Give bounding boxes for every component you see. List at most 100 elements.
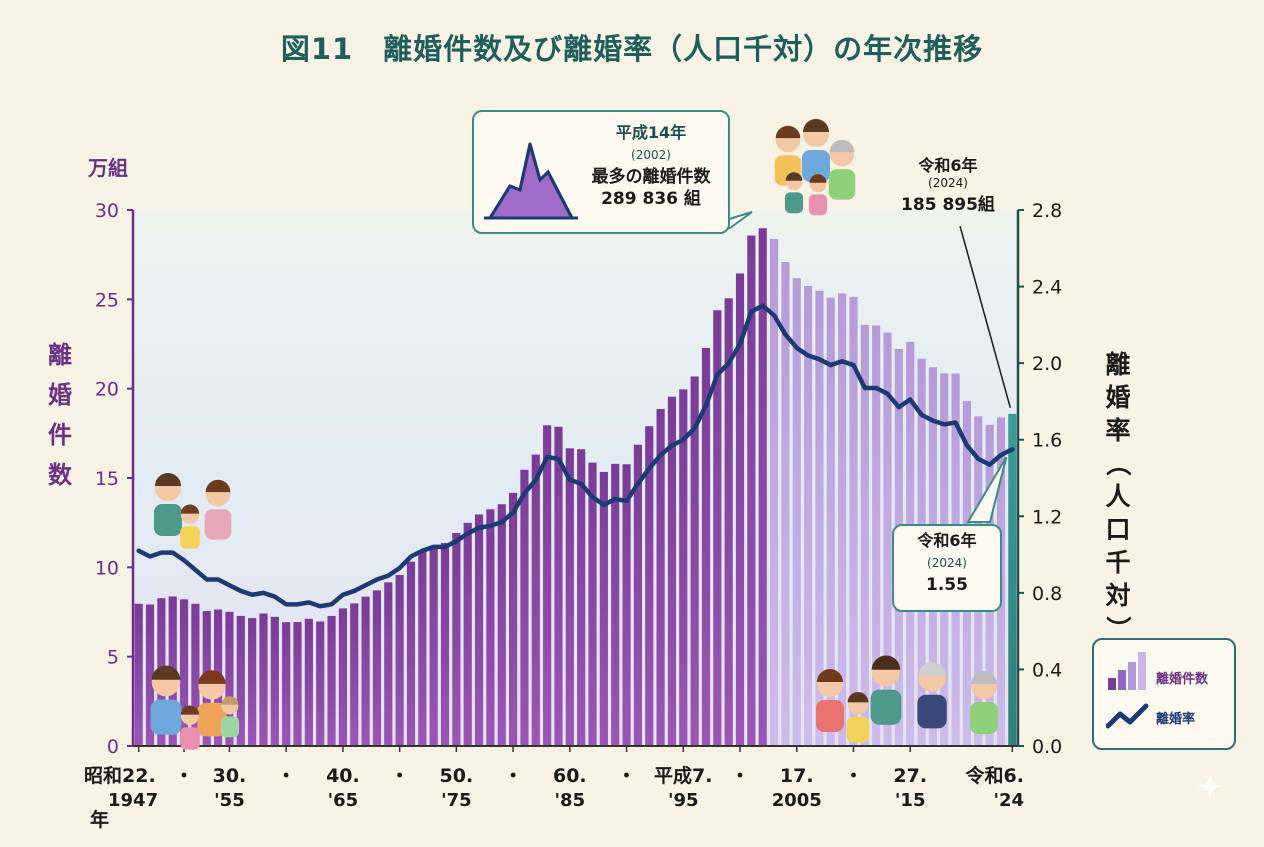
person-woman-icon	[816, 669, 844, 732]
left-axis-label-char: 件	[48, 421, 72, 449]
person-grandmother-icon	[828, 139, 856, 200]
person-father-icon	[802, 119, 830, 182]
right-axis-label-char: 千	[1105, 548, 1131, 577]
bar	[826, 297, 835, 746]
bar	[134, 603, 143, 746]
bar	[645, 426, 654, 746]
bar	[531, 454, 540, 746]
latest-count-note: 令和6年 (2024) 185 895組	[898, 152, 998, 215]
left-tick-label: 15	[95, 468, 119, 490]
left-tick-label: 20	[95, 379, 119, 401]
x-tick-label-top: ・	[390, 765, 409, 787]
bar	[486, 509, 495, 746]
right-axis-label-char: 率	[1105, 416, 1131, 445]
x-tick-label-top: ・	[844, 765, 863, 787]
bar	[474, 514, 484, 746]
bar	[554, 426, 563, 746]
bar	[293, 622, 302, 746]
bar	[838, 293, 847, 746]
x-tick-label-top: ・	[617, 765, 636, 787]
right-tick-label: 0.8	[1032, 583, 1062, 605]
bar	[248, 618, 257, 746]
bar	[497, 504, 506, 746]
right-axis-label-char: 人	[1105, 482, 1131, 511]
bar	[372, 590, 382, 746]
bar	[872, 325, 881, 746]
bar	[384, 582, 393, 746]
bar	[395, 575, 404, 746]
x-tick-label-bottom: '55	[214, 790, 245, 811]
person-mother-icon	[197, 670, 227, 737]
bar	[179, 599, 189, 746]
person-child-icon	[180, 705, 200, 750]
person-elder-man-icon	[917, 662, 947, 729]
bar	[338, 608, 347, 746]
bar	[259, 613, 268, 746]
bar	[860, 324, 869, 746]
bar	[656, 409, 665, 746]
bar	[667, 396, 677, 746]
latest-count-pointer	[959, 225, 1012, 409]
bar	[713, 310, 722, 746]
x-tick-label-bottom: '15	[895, 790, 926, 811]
x-axis-unit: 年	[90, 808, 109, 831]
left-axis-label-char: 離	[48, 341, 72, 369]
left-axis-label-char: 数	[48, 461, 72, 489]
bar	[815, 290, 824, 746]
bar	[543, 425, 552, 746]
left-tick-label: 5	[107, 647, 119, 669]
bar	[145, 604, 155, 746]
right-tick-label: 0.0	[1032, 736, 1062, 758]
x-tick-label-top: 27.	[893, 765, 927, 787]
chart-title: 図11 離婚件数及び離婚率（人口千対）の年次推移	[280, 32, 984, 66]
x-tick-label-top: 40.	[326, 765, 360, 787]
x-tick-label-bottom: '65	[328, 790, 359, 811]
person-baby-icon	[220, 696, 240, 738]
x-tick-label-bottom: '85	[555, 790, 586, 811]
chart-legend: 離婚件数 離婚率	[1092, 638, 1236, 750]
latest-count-era: 令和6年	[918, 156, 978, 175]
bar	[633, 444, 642, 746]
bar	[1008, 413, 1017, 746]
bar	[679, 389, 688, 746]
latest-count-value: 185 895組	[901, 195, 995, 215]
bar	[701, 347, 711, 746]
bar	[191, 603, 200, 746]
person-child-icon	[180, 504, 200, 549]
peak-year: (2002)	[631, 148, 671, 162]
x-tick-label-top: 30.	[213, 765, 247, 787]
right-axis-label-char: 対	[1105, 581, 1131, 610]
x-tick-label-top: 平成7.	[654, 764, 712, 787]
bar	[758, 228, 767, 747]
bar	[282, 622, 291, 746]
bar	[361, 596, 370, 746]
bar	[792, 278, 801, 746]
person-father-icon	[154, 473, 182, 536]
bar	[735, 273, 745, 746]
right-axis-label-char: 離	[1105, 350, 1131, 379]
x-tick-label-bottom: 1947	[108, 790, 158, 811]
bar	[804, 285, 813, 746]
bar	[747, 235, 756, 747]
latest-rate-era: 令和6年	[917, 531, 977, 550]
right-tick-label: 0.4	[1032, 659, 1062, 681]
bar	[724, 298, 733, 746]
bar	[509, 492, 518, 746]
latest-rate-pointer	[966, 456, 1008, 523]
legend-label-line: 離婚率	[1156, 712, 1196, 727]
bar	[406, 561, 416, 746]
bar	[327, 615, 336, 746]
person-mother-icon	[204, 479, 232, 540]
bar	[418, 551, 427, 746]
plot-background	[133, 210, 1018, 746]
right-axis-label-char: 口	[1105, 515, 1131, 544]
right-tick-label: 2.0	[1032, 353, 1062, 375]
x-tick-label-top: 令和6.	[966, 764, 1024, 787]
bar	[577, 449, 586, 746]
left-tick-label: 30	[95, 200, 119, 222]
legend-label-bars: 離婚件数	[1156, 672, 1209, 687]
latest-rate-callout: 令和6年 (2024) 1.55	[892, 524, 1002, 612]
latest-rate-value: 1.55	[926, 575, 968, 595]
